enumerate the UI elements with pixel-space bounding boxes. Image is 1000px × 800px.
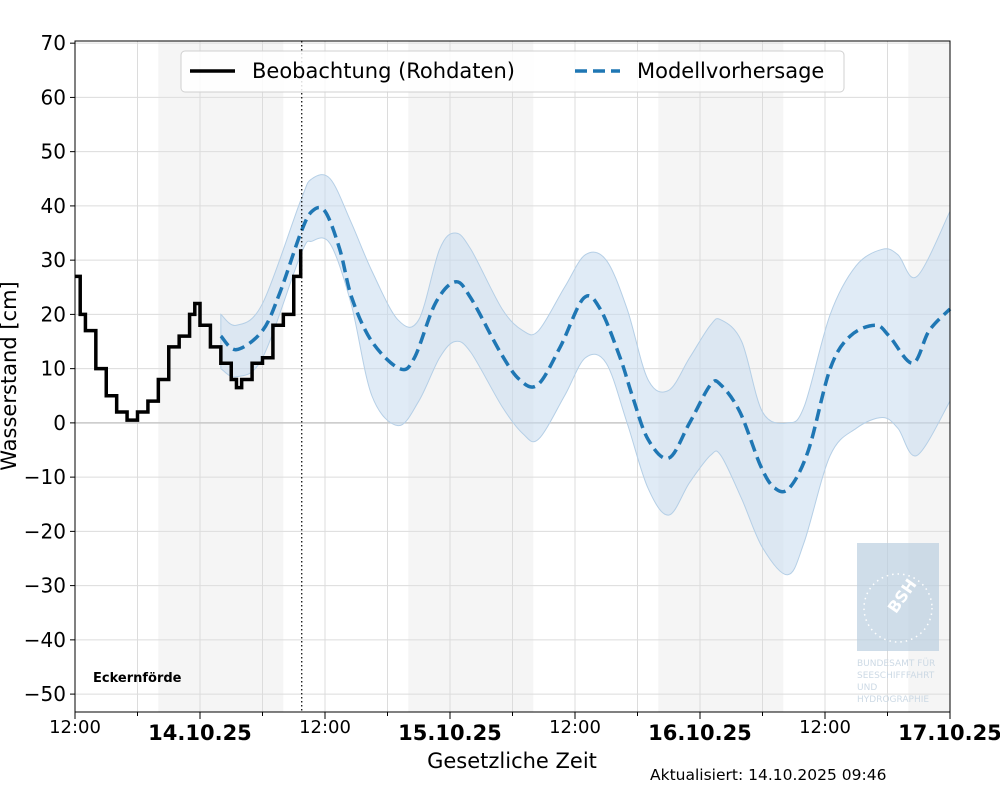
y-axis-label: Wasserstand [cm] xyxy=(0,281,21,470)
svg-text:UND: UND xyxy=(857,683,877,693)
updated-timestamp: Aktualisiert: 14.10.2025 09:46 xyxy=(650,766,886,784)
y-tick-label: −30 xyxy=(24,574,66,598)
x-tick-label: 14.10.25 xyxy=(148,721,252,745)
svg-text:BUNDESAMT FÜR: BUNDESAMT FÜR xyxy=(857,658,935,669)
legend-observation: Beobachtung (Rohdaten) xyxy=(252,59,515,83)
x-tick-label: 12:00 xyxy=(549,717,601,738)
y-tick-label: −50 xyxy=(24,682,66,706)
y-tick-label: 40 xyxy=(41,194,66,218)
x-tick-label: 12:00 xyxy=(49,717,101,738)
x-tick-label: 17.10.25 xyxy=(898,721,1000,745)
y-tick-label: 30 xyxy=(41,248,66,272)
y-tick-label: −40 xyxy=(24,628,66,652)
x-tick-label: 12:00 xyxy=(799,717,851,738)
y-axis: 70 60 50 40 30 20 10 0 −10 −20 −30 −40 −50 xyxy=(24,31,75,706)
legend-forecast: Modellvorhersage xyxy=(637,59,824,83)
y-tick-label: 10 xyxy=(41,357,66,381)
x-axis: 12:00 14.10.25 12:00 15.10.25 12:00 16.10.25 1… xyxy=(49,712,1000,745)
y-tick-label: 20 xyxy=(41,302,66,326)
svg-text:HYDROGRAPHIE: HYDROGRAPHIE xyxy=(857,695,929,705)
x-tick-label: 12:00 xyxy=(299,717,351,738)
y-tick-label: −20 xyxy=(24,519,66,543)
forecast-line xyxy=(219,205,952,494)
y-tick-label: 50 xyxy=(41,140,66,164)
y-tick-label: 70 xyxy=(41,31,66,55)
x-tick-label: 15.10.25 xyxy=(398,721,502,745)
y-tick-label: 60 xyxy=(41,85,66,109)
y-tick-label: −10 xyxy=(24,465,66,489)
station-label: Eckernförde xyxy=(93,671,182,686)
legend: Beobachtung (Rohdaten) Modellvorhersage xyxy=(180,50,845,93)
svg-text:SEESCHIFFFAHRT: SEESCHIFFFAHRT xyxy=(857,671,935,681)
observation-line xyxy=(75,249,303,422)
night-band xyxy=(158,41,284,712)
x-axis-label: Gesetzliche Zeit xyxy=(427,749,597,773)
y-tick-label: 0 xyxy=(53,411,66,435)
x-tick-label: 16.10.25 xyxy=(648,721,752,745)
forecast-uncertainty-band xyxy=(220,174,951,576)
bsh-logo: BSH BUNDESAMT FÜR SEESCHIFFFAHRT UND HYD… xyxy=(857,543,939,705)
